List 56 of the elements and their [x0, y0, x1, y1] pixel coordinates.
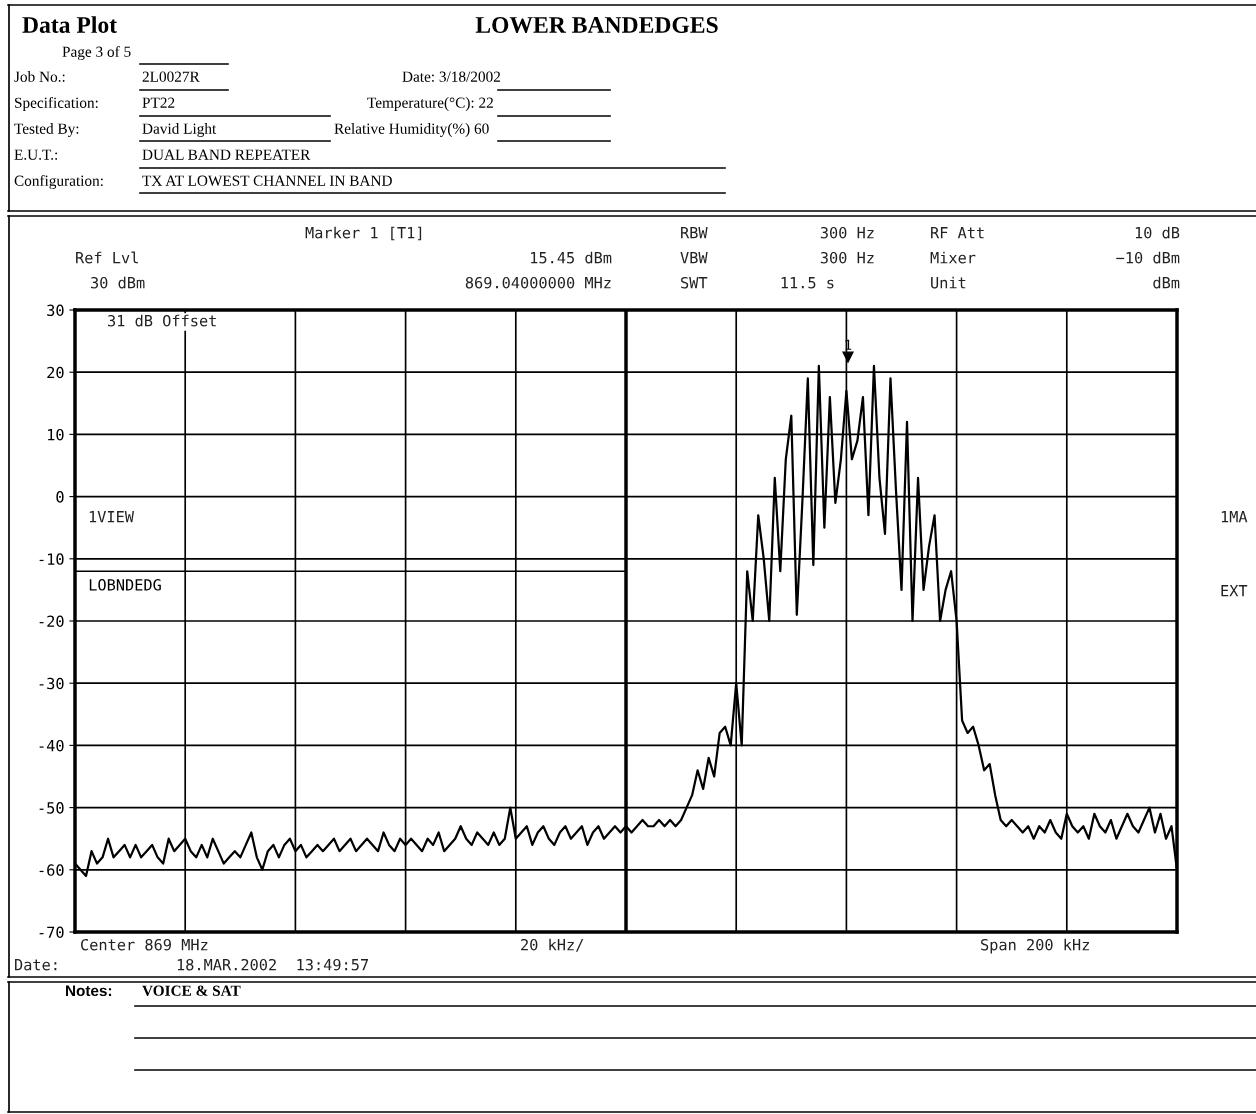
text: Notes: — [66, 985, 112, 997]
text: DUAL BAND REPEATER — [142, 149, 311, 160]
text: E.U.T.: — [14, 149, 58, 160]
text: Ref Lvl — [76, 251, 138, 264]
text: 30 dBm — [91, 276, 145, 289]
text: 11.5 s — [781, 277, 834, 289]
chart-title: LOWER BANDEDGES — [475, 17, 718, 34]
y-tick-label: 20 — [47, 366, 64, 379]
y-tick-label: -50 — [39, 802, 64, 814]
text: Data Plot — [22, 16, 117, 33]
text: Configuration: — [14, 174, 103, 190]
text: 2L0027R — [142, 71, 200, 82]
text: Date: 3/18/2002 — [402, 71, 501, 82]
text: VBW — [680, 252, 708, 264]
text: Page 3 of 5 — [62, 45, 131, 61]
y-tick-label: 30 — [47, 304, 64, 317]
text: TX AT LOWEST CHANNEL IN BAND — [142, 175, 392, 186]
y-tick-label: -20 — [39, 615, 64, 628]
text: Relative Humidity(%) 60 — [334, 123, 489, 137]
text: dBm — [1153, 276, 1180, 289]
annotation: 1VIEW — [89, 511, 134, 523]
text: 20 kHz/ — [521, 938, 584, 952]
text: 869.04000000 MHz — [465, 276, 611, 289]
y-tick-label: -70 — [39, 926, 64, 939]
text: Tested By: — [14, 123, 79, 137]
y-tick-label: -60 — [39, 864, 64, 876]
text: Mixer — [930, 251, 976, 264]
text: VOICE & SAT — [142, 985, 241, 996]
text: David Light — [142, 123, 217, 137]
text: RBW — [681, 227, 708, 239]
text: 300 Hz — [820, 226, 874, 239]
text: Job No.: — [14, 71, 65, 82]
text: Specification: — [15, 96, 98, 112]
text: Center 869 MHz — [81, 938, 208, 951]
text: EXT — [1221, 585, 1248, 597]
annotation: 31 dB Offset — [108, 314, 216, 327]
text: −10 dBm — [1116, 251, 1180, 264]
text: 15.45 dBm — [531, 251, 612, 264]
text: Span 200 kHz — [981, 938, 1089, 954]
y-tick-label: 0 — [56, 491, 64, 503]
y-tick-label: -40 — [39, 739, 64, 752]
text: Marker 1 [T1] — [305, 226, 422, 241]
y-tick-label: 10 — [48, 428, 64, 441]
text: RF Att — [931, 227, 984, 239]
y-tick-label: -10 — [39, 553, 64, 565]
text: 300 Hz — [820, 251, 874, 264]
text: 10 dB — [1135, 226, 1180, 239]
text: Date: — [15, 959, 57, 971]
text: 18.MAR.2002 13:49:57 — [177, 958, 369, 971]
y-tick-label: -30 — [39, 677, 64, 690]
text: Temperature(°C): 22 — [367, 97, 493, 111]
text: 1MA — [1221, 511, 1248, 523]
text: SWT — [681, 276, 708, 289]
text: PT22 — [142, 97, 175, 108]
ref-line-label: LOBNDEDG — [89, 579, 161, 591]
text: Unit — [931, 276, 966, 289]
